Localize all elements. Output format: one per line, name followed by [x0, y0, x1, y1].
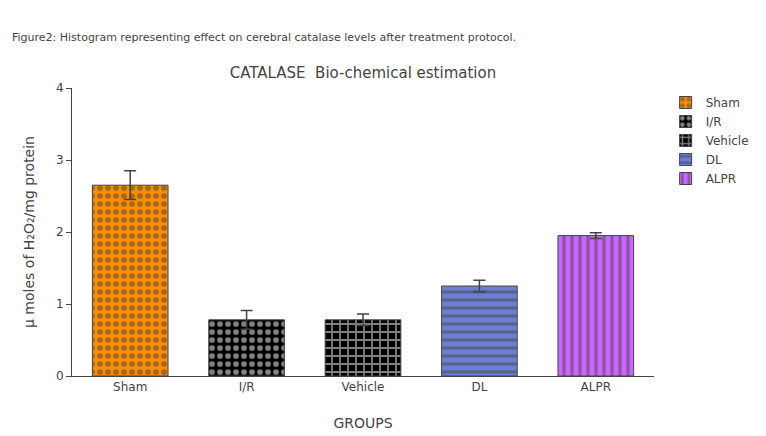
svg-text:I/R: I/R: [706, 115, 722, 129]
svg-text:2: 2: [56, 225, 64, 239]
svg-text:Vehicle: Vehicle: [706, 134, 749, 148]
svg-text:DL: DL: [471, 380, 487, 394]
svg-text:1: 1: [56, 297, 64, 311]
svg-text:Sham: Sham: [113, 380, 147, 394]
svg-text:μ moles of H₂O₂/mg protein: μ moles of H₂O₂/mg protein: [21, 136, 37, 328]
svg-text:DL: DL: [706, 153, 722, 167]
svg-text:ALPR: ALPR: [706, 172, 736, 186]
svg-text:Figure2: Histogram representin: Figure2: Histogram representing effect o…: [12, 31, 516, 44]
svg-text:3: 3: [56, 153, 64, 167]
svg-text:CATALASE Bio-chemical estimat: CATALASE Bio-chemical estimation: [230, 64, 496, 82]
svg-text:I/R: I/R: [239, 380, 255, 394]
svg-text:0: 0: [56, 369, 64, 383]
svg-text:4: 4: [56, 81, 64, 95]
svg-text:ALPR: ALPR: [581, 380, 611, 394]
svg-text:GROUPS: GROUPS: [333, 415, 392, 431]
svg-text:Sham: Sham: [706, 96, 740, 110]
svg-text:Vehicle: Vehicle: [342, 380, 385, 394]
